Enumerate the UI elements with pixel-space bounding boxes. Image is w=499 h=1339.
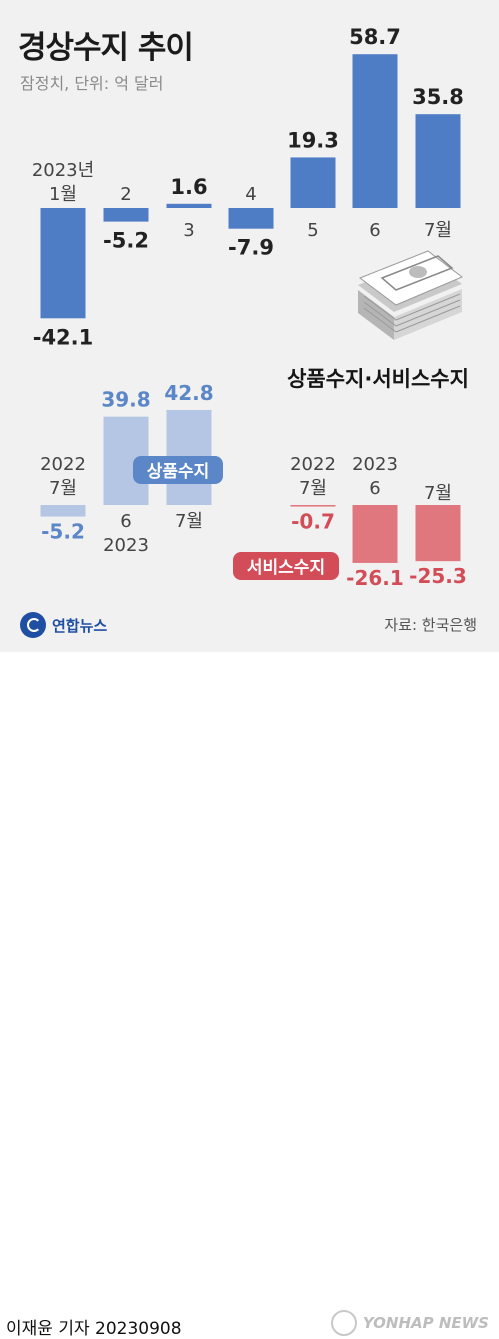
current-account-bar xyxy=(352,54,398,209)
services-balance-bar xyxy=(290,505,336,507)
goods-balance-category-label: 6 2023 xyxy=(103,511,149,556)
goods-balance-value-label: 42.8 xyxy=(164,381,213,405)
goods-balance-series-label: 상품수지 xyxy=(133,456,223,484)
services-balance-value-label: -0.7 xyxy=(291,510,335,534)
goods-balance-value-label: 39.8 xyxy=(101,388,150,412)
services-balance-series-label: 서비스수지 xyxy=(233,552,339,580)
current-account-value-label: -5.2 xyxy=(103,229,149,253)
current-account-bar xyxy=(40,208,86,319)
chart-title: 경상수지 추이 xyxy=(18,30,194,66)
svg-text:상품수지: 상품수지 xyxy=(147,462,210,482)
services-balance-value-label: -26.1 xyxy=(346,566,404,590)
watermark: YONHAP NEWS xyxy=(330,1310,489,1336)
infographic-card: 경상수지 추이 잠정치, 단위: 억 달러 -42.1 2023년 1월 -5.2 2 1… xyxy=(0,0,499,652)
yonhap-logo-icon xyxy=(20,612,46,638)
watermark-icon xyxy=(330,1310,357,1336)
goods-balance-value-label: -5.2 xyxy=(41,520,85,544)
current-account-category-label: 2 xyxy=(120,184,131,205)
services-balance-category-label: 2022 7월 xyxy=(290,454,336,499)
lower-section-title: 상품수지·서비스수지 xyxy=(287,367,469,391)
data-source: 자료: 한국은행 xyxy=(384,616,477,634)
current-account-bar xyxy=(415,114,461,208)
current-account-bar xyxy=(103,208,149,222)
watermark-text: YONHAP NEWS xyxy=(362,1314,489,1332)
current-account-value-label: 58.7 xyxy=(349,25,401,49)
services-balance-value-label: -25.3 xyxy=(409,564,467,588)
services-balance-bar xyxy=(352,505,398,563)
goods-balance-bar xyxy=(40,505,86,517)
svg-text:서비스수지: 서비스수지 xyxy=(247,558,325,578)
services-balance-category-label: 2023 6 xyxy=(352,454,398,499)
services-balance-bar xyxy=(415,505,461,562)
goods-balance-category-label: 7월 xyxy=(175,511,203,532)
current-account-value-label: 35.8 xyxy=(412,85,464,109)
services-balance-category-label: 7월 xyxy=(424,483,452,504)
current-account-category-label: 2023년 1월 xyxy=(32,160,94,205)
goods-balance-category-label: 2022 7월 xyxy=(40,454,86,499)
byline: 이재윤 기자 20230908 xyxy=(6,1319,182,1339)
footer: 이재윤 기자 20230908 YONHAP NEWS xyxy=(0,652,499,1339)
yonhap-logo: 연합뉴스 xyxy=(20,612,107,638)
current-account-bar xyxy=(228,208,274,229)
current-account-category-label: 5 xyxy=(307,220,318,241)
current-account-bar xyxy=(290,157,336,208)
current-account-category-label: 4 xyxy=(245,184,256,205)
money-stack-icon xyxy=(358,250,463,340)
chart-area: -42.1 2023년 1월 -5.2 2 1.6 3 -7.9 4 19.3 5 58.7 6 35.8… xyxy=(32,25,469,590)
current-account-bar xyxy=(166,203,212,208)
logo-text: 연합뉴스 xyxy=(52,616,108,635)
current-account-category-label: 7월 xyxy=(424,220,452,241)
goods-balance-chart: -5.2 2022 7월 39.8 6 2023 42.8 7월 상품수지 xyxy=(40,381,223,556)
current-account-value-label: 19.3 xyxy=(287,128,339,152)
current-account-value-label: -42.1 xyxy=(33,325,94,349)
current-account-category-label: 6 xyxy=(369,220,380,241)
current-account-chart: -42.1 2023년 1월 -5.2 2 1.6 3 -7.9 4 19.3 5 58.7 6 35.8… xyxy=(32,25,464,349)
current-account-value-label: -7.9 xyxy=(228,236,274,260)
current-account-category-label: 3 xyxy=(183,220,194,241)
current-account-value-label: 1.6 xyxy=(170,175,207,199)
chart-subtitle: 잠정치, 단위: 억 달러 xyxy=(20,74,164,93)
